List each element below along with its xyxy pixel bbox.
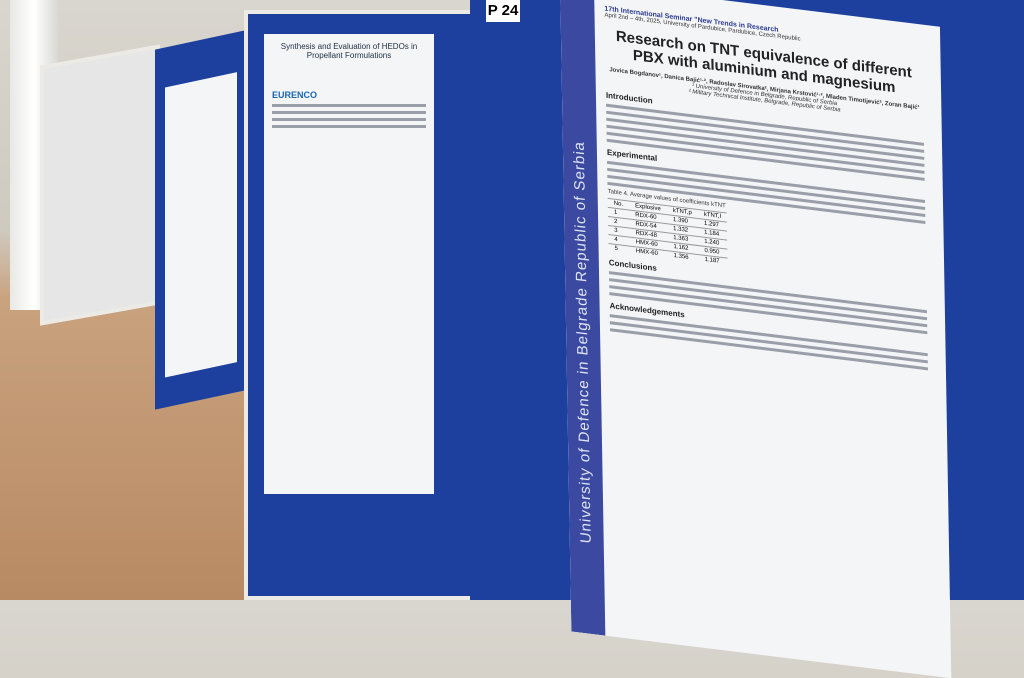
far-board xyxy=(40,44,160,326)
board xyxy=(155,30,245,410)
table-cell: 5 xyxy=(608,243,630,255)
poster: University of Defence in Belgrade Republ… xyxy=(560,0,952,678)
board: Synthesis and Evaluation of HEDOs in Pro… xyxy=(244,10,474,600)
side-text: University of Defence in Belgrade Republ… xyxy=(570,139,595,545)
table: No. Explosive kTNT,p kTNT,I 1 RDX-60 1.390 1.29… xyxy=(607,198,729,267)
poster xyxy=(165,72,237,378)
board-label: P 24 xyxy=(486,0,520,22)
poster-title: Synthesis and Evaluation of HEDOs in Pro… xyxy=(280,42,418,60)
poster: Synthesis and Evaluation of HEDOs in Pro… xyxy=(264,34,434,494)
logo: EURENCO xyxy=(272,90,318,100)
